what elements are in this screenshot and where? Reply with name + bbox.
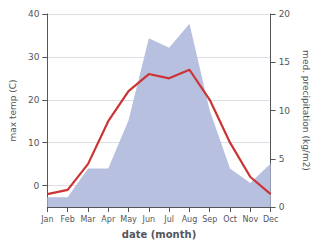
svg-text:max temp (C): max temp (C) [8,79,18,141]
svg-text:med. precipitation (kg/m2): med. precipitation (kg/m2) [301,50,311,171]
svg-text:5: 5 [279,154,285,164]
svg-text:10: 10 [28,138,40,148]
svg-text:15: 15 [279,57,290,67]
svg-text:Aug: Aug [182,215,198,224]
svg-text:date (month): date (month) [122,229,196,240]
svg-text:Sep: Sep [202,215,217,224]
svg-text:Apr: Apr [101,215,116,224]
svg-text:40: 40 [28,9,40,19]
svg-text:20: 20 [279,9,291,19]
svg-text:30: 30 [28,52,40,62]
svg-text:Jun: Jun [142,215,156,224]
svg-text:Oct: Oct [223,215,237,224]
svg-text:0: 0 [34,181,40,191]
svg-text:Jul: Jul [163,215,174,224]
svg-text:Mar: Mar [80,215,96,224]
svg-text:Jan: Jan [40,215,53,224]
svg-text:Dec: Dec [263,215,278,224]
svg-text:20: 20 [28,95,40,105]
svg-text:10: 10 [279,106,291,116]
svg-text:Nov: Nov [243,215,259,224]
svg-text:May: May [120,215,137,224]
svg-text:0: 0 [279,202,285,212]
svg-text:Feb: Feb [61,215,75,224]
